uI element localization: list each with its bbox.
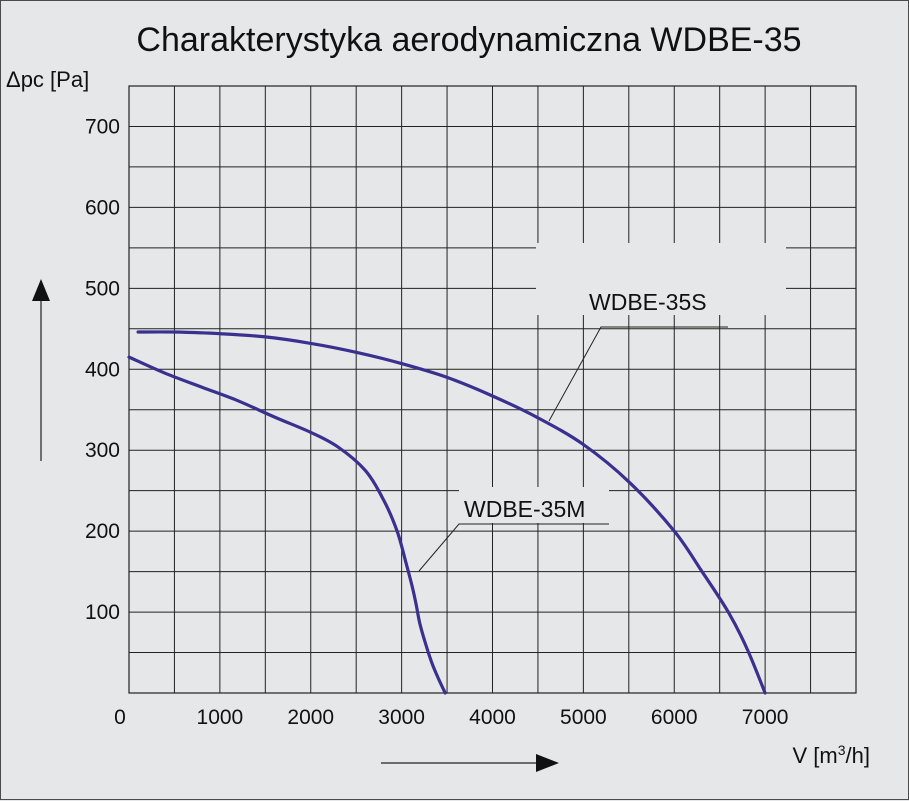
label-wdbe-35s: WDBE-35S xyxy=(536,243,786,422)
grid xyxy=(129,86,856,693)
x-axis-arrow xyxy=(381,754,559,772)
series-line-wdbe-35m xyxy=(127,355,447,695)
y-tick-label: 700 xyxy=(85,115,120,138)
label-wdbe-35m: WDBE-35M xyxy=(418,487,609,572)
x-tick-label: 2000 xyxy=(287,706,334,729)
y-tick-label: 600 xyxy=(85,196,120,219)
y-axis-label: Δpc [Pa] xyxy=(6,67,89,92)
series-line-wdbe-35s xyxy=(136,330,767,695)
x-tick-label: 3000 xyxy=(378,706,425,729)
x-tick-label: 0 xyxy=(114,706,126,729)
y-tick-label: 100 xyxy=(85,601,120,624)
series-curves xyxy=(127,330,767,695)
x-axis-label: V [m3/h] xyxy=(793,742,871,768)
y-tick-label: 500 xyxy=(85,277,120,300)
x-tick-label: 1000 xyxy=(197,706,244,729)
y-tick-label: 300 xyxy=(85,439,120,462)
x-tick-label: 4000 xyxy=(469,706,516,729)
tick-labels: 0 1000 2000 3000 4000 5000 6000 7000 100 200 300 40… xyxy=(85,115,789,729)
y-tick-label: 400 xyxy=(85,358,120,381)
chart-title: Charakterystyka aerodynamiczna WDBE-35 xyxy=(136,21,801,59)
x-tick-label: 7000 xyxy=(742,706,789,729)
series-label-wdbe-35s: WDBE-35S xyxy=(589,289,707,315)
plot-area xyxy=(128,85,857,694)
y-axis-arrow xyxy=(32,279,50,461)
x-tick-label: 5000 xyxy=(560,706,607,729)
x-tick-label: 6000 xyxy=(651,706,698,729)
series-label-wdbe-35m: WDBE-35M xyxy=(464,496,585,522)
y-tick-label: 200 xyxy=(85,520,120,543)
